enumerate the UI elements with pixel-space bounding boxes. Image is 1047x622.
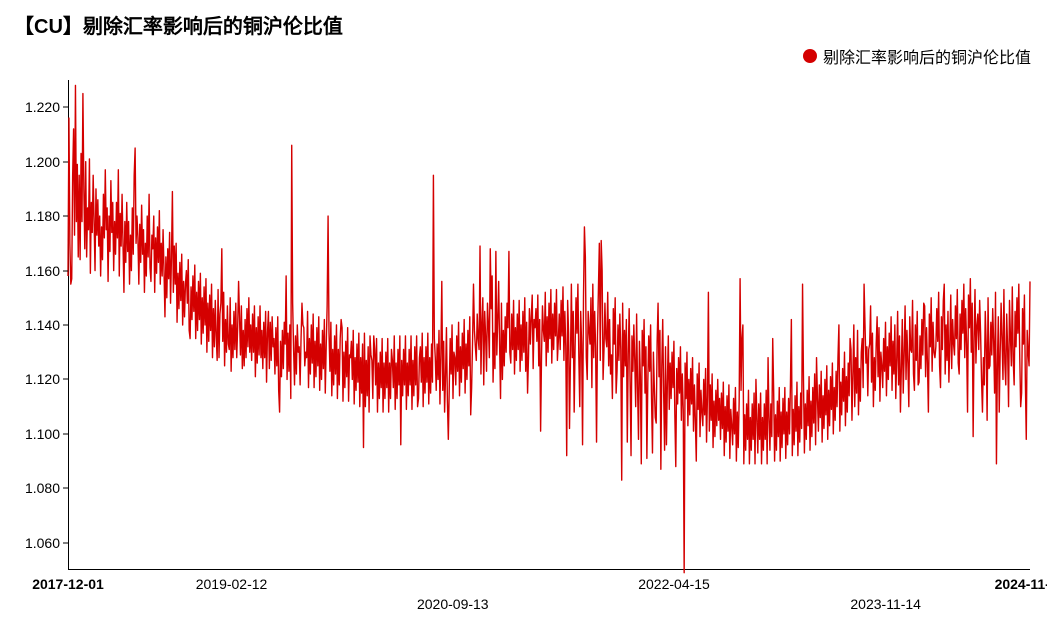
legend: 剔除汇率影响后的铜沪伦比值	[803, 44, 1031, 68]
y-tick-mark	[63, 325, 68, 326]
y-tick-mark	[63, 107, 68, 108]
y-tick-label: 1.100	[25, 426, 60, 442]
y-tick-label: 1.080	[25, 480, 60, 496]
legend-label: 剔除汇率影响后的铜沪伦比值	[823, 44, 1031, 68]
chart-title: 【CU】剔除汇率影响后的铜沪伦比值	[14, 10, 343, 39]
y-tick-mark	[63, 270, 68, 271]
y-tick-mark	[63, 488, 68, 489]
y-tick-mark	[63, 542, 68, 543]
y-tick-label: 1.160	[25, 263, 60, 279]
x-tick-label: 2022-04-15	[638, 576, 710, 592]
x-tick-label: 2017-12-01	[32, 576, 104, 592]
y-tick-mark	[63, 161, 68, 162]
y-tick-mark	[63, 433, 68, 434]
y-tick-label: 1.140	[25, 317, 60, 333]
x-tick-label: 2019-02-12	[196, 576, 268, 592]
y-tick-label: 1.220	[25, 99, 60, 115]
legend-marker-icon	[803, 49, 817, 63]
plot-area: 1.0601.0801.1001.1201.1401.1601.1801.200…	[68, 80, 1030, 570]
x-tick-label: 2023-11-14	[850, 596, 921, 612]
y-tick-label: 1.200	[25, 154, 60, 170]
x-tick-label: 2020-09-13	[417, 596, 489, 612]
y-tick-label: 1.180	[25, 208, 60, 224]
y-tick-label: 1.060	[25, 535, 60, 551]
y-tick-mark	[63, 379, 68, 380]
y-tick-mark	[63, 216, 68, 217]
series-path	[68, 85, 1030, 572]
y-tick-label: 1.120	[25, 371, 60, 387]
x-tick-label: 2024-11-08	[995, 576, 1047, 592]
line-series	[68, 80, 1030, 570]
